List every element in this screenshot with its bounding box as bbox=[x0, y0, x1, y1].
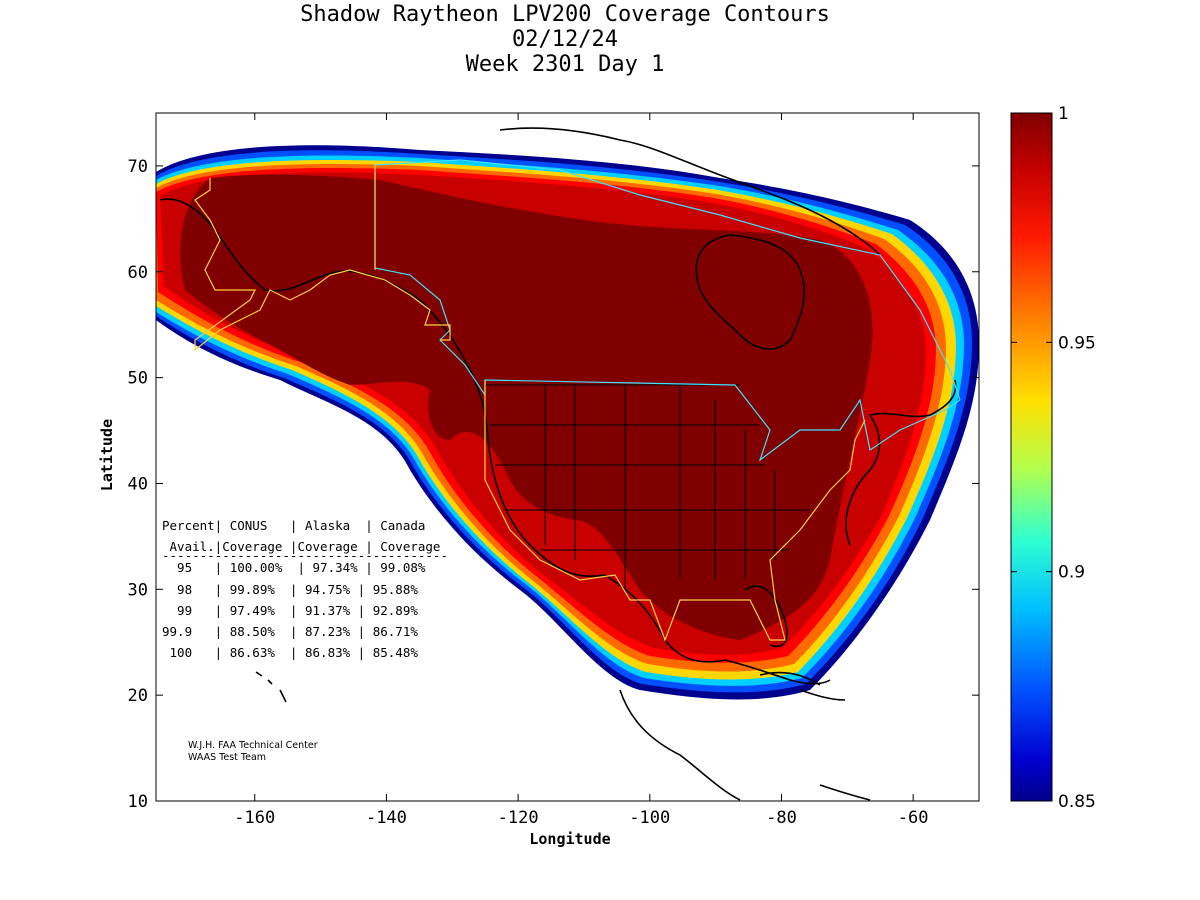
table-row: 95 | 100.00% | 97.34% | 99.08% bbox=[162, 560, 426, 575]
colorbar-tick-label: 0.85 bbox=[1058, 792, 1096, 812]
y-tick-label: 40 bbox=[128, 474, 148, 494]
chart-date: 02/12/24 bbox=[512, 27, 618, 52]
coastlines bbox=[159, 127, 957, 801]
axis-ticks bbox=[156, 113, 979, 802]
y-tick-label: 30 bbox=[128, 580, 148, 600]
x-tick-labels: -160 -140 -120 -100 -80 -60 bbox=[234, 808, 928, 828]
x-axis-label: Longitude bbox=[529, 830, 610, 848]
y-tick-label: 60 bbox=[128, 263, 148, 283]
credit-line-2: WAAS Test Team bbox=[188, 752, 266, 763]
table-row: 99 | 97.49% | 91.37% | 92.89% bbox=[162, 603, 418, 618]
x-tick-label: -140 bbox=[366, 808, 407, 828]
axes-frame bbox=[155, 112, 980, 802]
coverage-table: Percent| CONUS | Alaska | Canada Avail.|… bbox=[162, 518, 448, 660]
chart-week: Week 2301 Day 1 bbox=[465, 52, 665, 77]
y-tick-label: 70 bbox=[128, 157, 148, 177]
table-separator: -------------------------------------- bbox=[162, 548, 448, 563]
y-axis-label: Latitude bbox=[98, 419, 116, 491]
table-header-1: Percent| CONUS | Alaska | Canada bbox=[162, 518, 425, 533]
table-row: 98 | 99.89% | 94.75% | 95.88% bbox=[162, 582, 418, 597]
region-boundaries bbox=[194, 159, 961, 642]
credit-line-1: W.J.H. FAA Technical Center bbox=[188, 740, 318, 751]
coverage-contours bbox=[156, 145, 979, 700]
chart-title: Shadow Raytheon LPV200 Coverage Contours bbox=[300, 2, 830, 27]
state-borders bbox=[485, 384, 810, 590]
x-tick-label: -80 bbox=[766, 808, 797, 828]
table-row: 100 | 86.63% | 86.83% | 85.48% bbox=[162, 645, 418, 660]
x-tick-label: -100 bbox=[629, 808, 670, 828]
x-tick-label: -60 bbox=[898, 808, 929, 828]
y-tick-label: 50 bbox=[128, 369, 148, 389]
table-header-2: Avail.|Coverage |Coverage | Coverage bbox=[162, 539, 440, 554]
x-tick-label: -120 bbox=[498, 808, 539, 828]
y-tick-label: 10 bbox=[128, 792, 148, 812]
colorbar-tick-label: 0.95 bbox=[1058, 333, 1096, 353]
y-tick-label: 20 bbox=[128, 686, 148, 706]
contour-1.0 bbox=[180, 174, 873, 640]
colorbar bbox=[1010, 112, 1053, 802]
x-tick-label: -160 bbox=[234, 808, 275, 828]
table-row: 99.9 | 88.50% | 87.23% | 86.71% bbox=[162, 624, 418, 639]
colorbar-ticks: 1 0.95 0.9 0.85 bbox=[1011, 104, 1096, 812]
colorbar-tick-label: 1 bbox=[1058, 104, 1069, 124]
colorbar-tick-label: 0.9 bbox=[1058, 563, 1085, 583]
y-tick-labels: 10 20 30 40 50 60 70 bbox=[128, 157, 148, 812]
